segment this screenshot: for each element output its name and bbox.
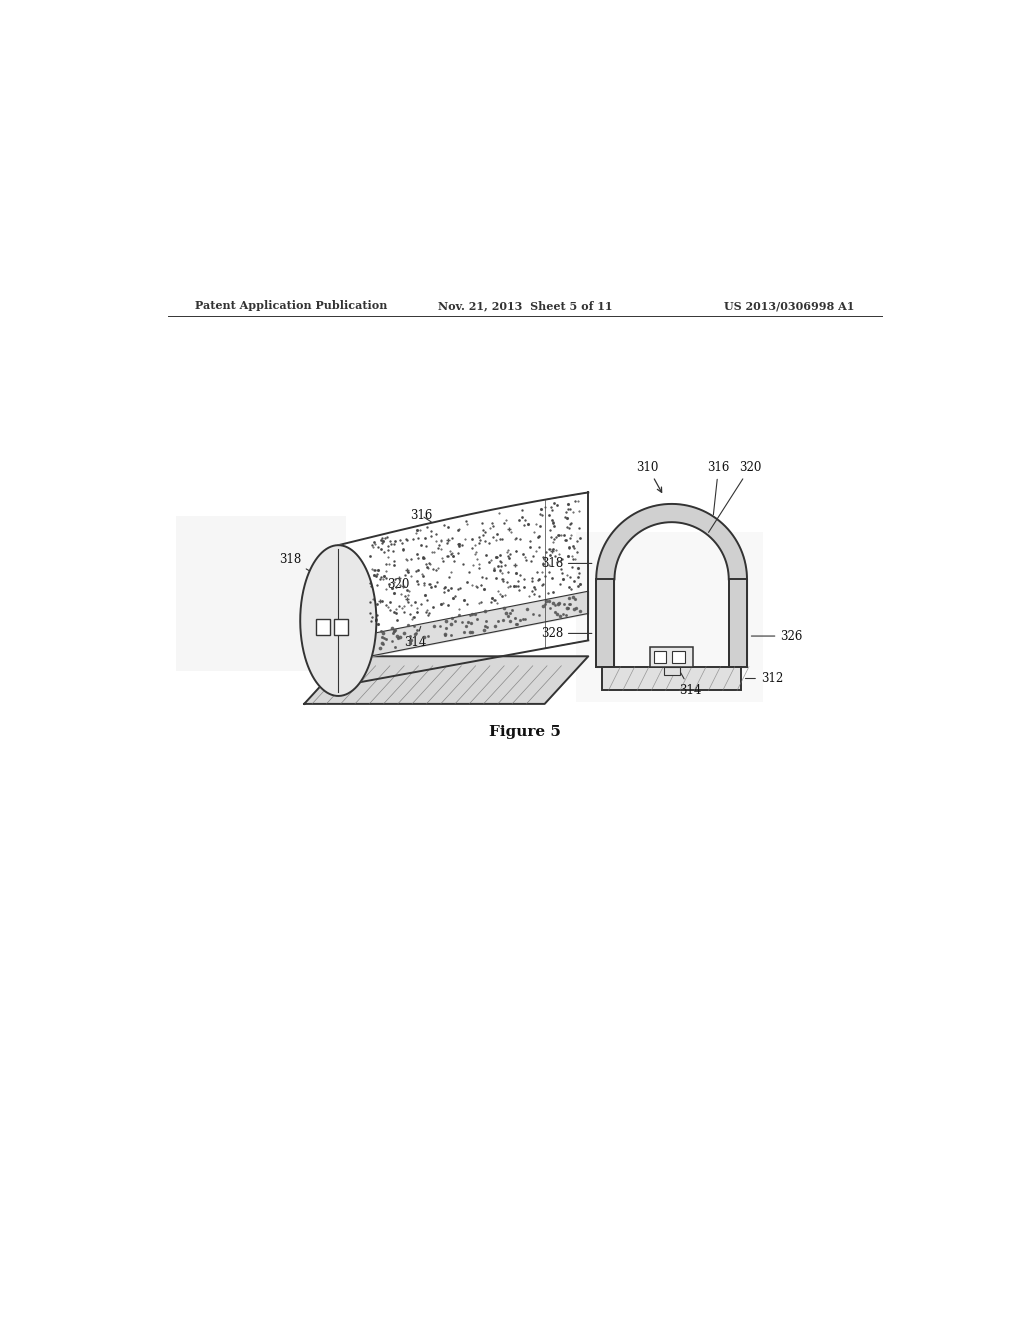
Bar [653,651,667,664]
Text: 320: 320 [387,578,409,591]
Text: 314: 314 [404,627,426,649]
Polygon shape [596,504,748,579]
Bar [650,647,693,667]
Polygon shape [300,545,377,696]
Polygon shape [729,579,748,667]
Bar [602,667,741,690]
Text: 318: 318 [279,553,312,573]
Text: US 2013/0306998 A1: US 2013/0306998 A1 [724,300,854,312]
Polygon shape [596,579,614,667]
Text: Patent Application Publication: Patent Application Publication [196,300,388,312]
FancyBboxPatch shape [577,532,763,702]
Text: 318: 318 [541,557,592,570]
Bar [334,619,348,635]
Text: 316: 316 [708,461,730,515]
Text: 326: 326 [752,630,803,643]
Text: 320: 320 [709,461,762,532]
Bar [316,619,331,635]
FancyBboxPatch shape [176,516,346,671]
Bar [672,651,685,664]
Text: 312: 312 [328,663,349,676]
Polygon shape [304,656,588,704]
Text: 328: 328 [541,627,592,640]
Text: Figure 5: Figure 5 [488,725,561,739]
Text: Nov. 21, 2013  Sheet 5 of 11: Nov. 21, 2013 Sheet 5 of 11 [437,300,612,312]
Text: 314: 314 [673,659,701,697]
Text: 312: 312 [745,672,783,685]
Text: 310: 310 [637,461,662,492]
Bar [664,667,680,675]
Text: 316: 316 [411,510,433,523]
